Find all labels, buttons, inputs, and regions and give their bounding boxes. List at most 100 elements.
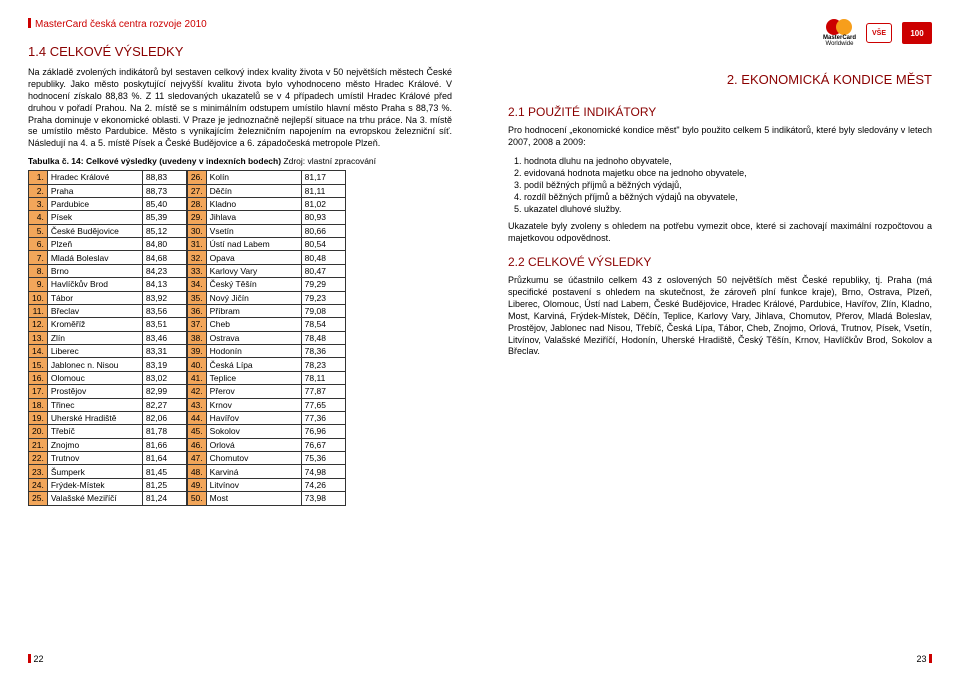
list-item: evidovaná hodnota majetku obce na jednoh… <box>524 167 932 179</box>
value-cell: 78,11 <box>301 371 345 384</box>
table-row: 16.Olomouc83,02 <box>29 371 187 384</box>
city-cell: Kladno <box>206 197 301 210</box>
table-row: 40.Česká Lípa78,23 <box>187 358 345 371</box>
city-cell: Uherské Hradiště <box>47 411 142 424</box>
city-cell: Ústí nad Labem <box>206 238 301 251</box>
city-cell: Pardubice <box>47 197 142 210</box>
city-cell: Teplice <box>206 371 301 384</box>
value-cell: 83,31 <box>142 345 186 358</box>
rank-cell: 50. <box>187 492 206 505</box>
value-cell: 76,96 <box>301 425 345 438</box>
table-row: 47.Chomutov75,36 <box>187 452 345 465</box>
value-cell: 81,02 <box>301 197 345 210</box>
rank-cell: 21. <box>29 438 48 451</box>
value-cell: 74,98 <box>301 465 345 478</box>
rank-cell: 7. <box>29 251 48 264</box>
value-cell: 83,51 <box>142 318 186 331</box>
rank-cell: 36. <box>187 304 206 317</box>
list-item: ukazatel dluhové služby. <box>524 203 932 215</box>
city-cell: Frýdek-Místek <box>47 478 142 491</box>
rank-cell: 41. <box>187 371 206 384</box>
rank-cell: 1. <box>29 171 48 184</box>
value-cell: 77,36 <box>301 411 345 424</box>
right-page: MasterCard Worldwide VŠE 100 2. EKONOMIC… <box>480 0 960 674</box>
city-cell: Havlíčkův Brod <box>47 278 142 291</box>
rank-cell: 12. <box>29 318 48 331</box>
city-cell: Třebíč <box>47 425 142 438</box>
table-row: 32.Opava80,48 <box>187 251 345 264</box>
city-cell: Cheb <box>206 318 301 331</box>
value-cell: 78,54 <box>301 318 345 331</box>
rank-cell: 40. <box>187 358 206 371</box>
table-row: 19.Uherské Hradiště82,06 <box>29 411 187 424</box>
value-cell: 81,64 <box>142 452 186 465</box>
rank-cell: 16. <box>29 371 48 384</box>
value-cell: 81,45 <box>142 465 186 478</box>
city-cell: Plzeň <box>47 238 142 251</box>
rank-cell: 29. <box>187 211 206 224</box>
city-cell: Trutnov <box>47 452 142 465</box>
value-cell: 80,93 <box>301 211 345 224</box>
city-cell: Chomutov <box>206 452 301 465</box>
city-cell: Jihlava <box>206 211 301 224</box>
rank-cell: 9. <box>29 278 48 291</box>
table-row: 35.Nový Jičín79,23 <box>187 291 345 304</box>
value-cell: 81,25 <box>142 478 186 491</box>
rank-cell: 31. <box>187 238 206 251</box>
rank-cell: 39. <box>187 345 206 358</box>
rank-cell: 25. <box>29 492 48 505</box>
value-cell: 82,99 <box>142 385 186 398</box>
rank-cell: 32. <box>187 251 206 264</box>
value-cell: 73,98 <box>301 492 345 505</box>
city-cell: Jablonec n. Nisou <box>47 358 142 371</box>
subsection-title: 2.1 POUŽITÉ INDIKÁTORY <box>508 105 932 119</box>
city-cell: Litvínov <box>206 478 301 491</box>
value-cell: 77,87 <box>301 385 345 398</box>
table-row: 38.Ostrava78,48 <box>187 331 345 344</box>
table-row: 18.Třinec82,27 <box>29 398 187 411</box>
table-row: 10.Tábor83,92 <box>29 291 187 304</box>
value-cell: 77,65 <box>301 398 345 411</box>
value-cell: 79,29 <box>301 278 345 291</box>
city-cell: Třinec <box>47 398 142 411</box>
city-cell: Zlín <box>47 331 142 344</box>
rank-cell: 24. <box>29 478 48 491</box>
rank-cell: 33. <box>187 264 206 277</box>
table-row: 6.Plzeň84,80 <box>29 238 187 251</box>
city-cell: Nový Jičín <box>206 291 301 304</box>
vse-logo-icon: VŠE <box>866 23 892 43</box>
section-title-right: 2. EKONOMICKÁ KONDICE MĚST <box>508 72 932 87</box>
value-cell: 84,80 <box>142 238 186 251</box>
rank-cell: 11. <box>29 304 48 317</box>
table-row: 42.Přerov77,87 <box>187 385 345 398</box>
rank-cell: 8. <box>29 264 48 277</box>
rank-cell: 37. <box>187 318 206 331</box>
value-cell: 81,66 <box>142 438 186 451</box>
rank-cell: 30. <box>187 224 206 237</box>
value-cell: 79,23 <box>301 291 345 304</box>
city-cell: Česká Lípa <box>206 358 301 371</box>
rank-cell: 45. <box>187 425 206 438</box>
table-row: 29.Jihlava80,93 <box>187 211 345 224</box>
city-cell: Přerov <box>206 385 301 398</box>
value-cell: 80,48 <box>301 251 345 264</box>
list-item: hodnota dluhu na jednoho obyvatele, <box>524 155 932 167</box>
rank-cell: 44. <box>187 411 206 424</box>
rank-cell: 20. <box>29 425 48 438</box>
rank-cell: 4. <box>29 211 48 224</box>
value-cell: 83,92 <box>142 291 186 304</box>
city-cell: Znojmo <box>47 438 142 451</box>
table-row: 48.Karviná74,98 <box>187 465 345 478</box>
city-cell: Kolín <box>206 171 301 184</box>
value-cell: 83,56 <box>142 304 186 317</box>
rank-cell: 22. <box>29 452 48 465</box>
city-cell: Šumperk <box>47 465 142 478</box>
list-item: rozdíl běžných příjmů a běžných výdajů n… <box>524 191 932 203</box>
city-cell: Havířov <box>206 411 301 424</box>
table-row: 43.Krnov77,65 <box>187 398 345 411</box>
city-cell: Brno <box>47 264 142 277</box>
table-row: 12.Kroměříž83,51 <box>29 318 187 331</box>
rank-cell: 42. <box>187 385 206 398</box>
city-cell: Sokolov <box>206 425 301 438</box>
table-row: 37.Cheb78,54 <box>187 318 345 331</box>
